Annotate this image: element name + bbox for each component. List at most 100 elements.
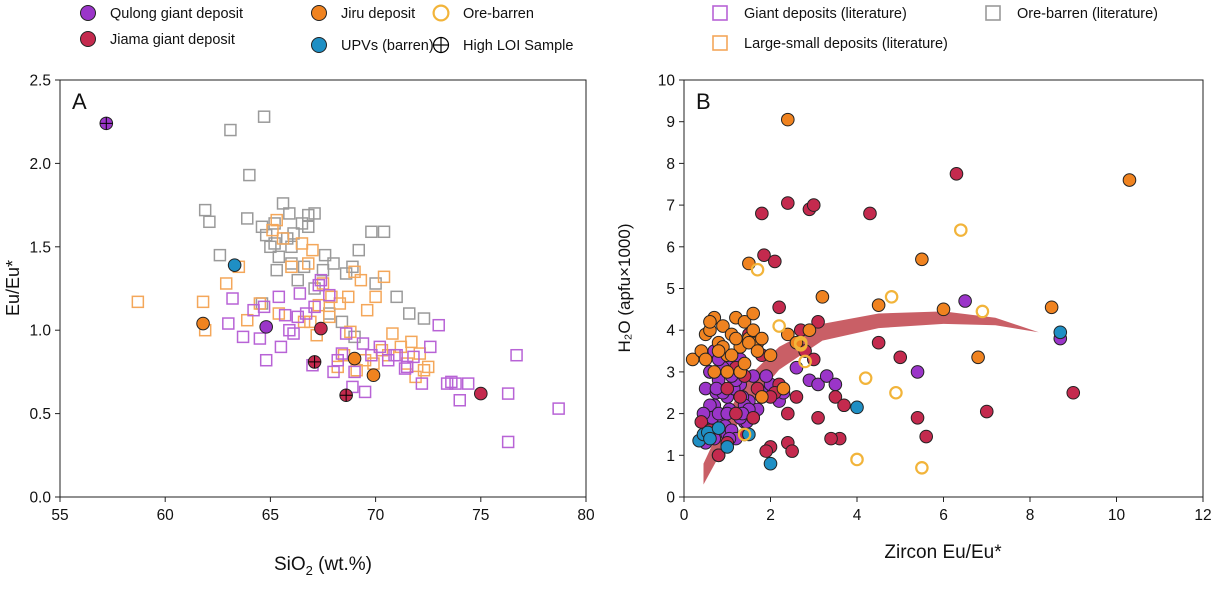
- data-point-jiru-deposit: [711, 344, 726, 358]
- data-point-large-small-deposits-literature: [405, 335, 418, 349]
- data-point-ore-barren-literature: [270, 263, 283, 277]
- data-point-giant-deposits-literature: [373, 340, 387, 354]
- data-point-giant-deposits-literature: [407, 350, 420, 364]
- data-point-jiru-deposit: [737, 356, 752, 371]
- data-point-jiama-giant-deposit: [785, 444, 799, 458]
- x-tick-label: 65: [262, 507, 279, 524]
- data-point-large-small-deposits-literature: [323, 310, 336, 324]
- data-point-giant-deposits-literature: [299, 307, 313, 320]
- data-point-upvs-barren: [850, 400, 864, 415]
- data-point-large-small-deposits-literature: [369, 290, 382, 304]
- panel-label: B: [696, 89, 711, 114]
- legend-item-jiama-giant-deposit: Jiama giant deposit: [80, 31, 235, 48]
- data-point-large-small-deposits-literature: [266, 223, 279, 237]
- data-point-jiama-giant-deposit: [755, 206, 769, 221]
- series-giant-deposits-literature: [222, 273, 565, 449]
- legend: Qulong giant deposit Jiama giant deposit J…: [80, 4, 1158, 54]
- data-point-upvs-barren: [720, 440, 735, 454]
- data-point-large-small-deposits-literature: [219, 277, 233, 290]
- data-point-large-small-deposits-literature: [131, 295, 145, 309]
- data-point-jiru-deposit: [1044, 300, 1059, 315]
- data-point-jiru-deposit: [776, 381, 791, 396]
- data-point-giant-deposits-literature: [335, 347, 349, 360]
- legend-jiama-giant-deposit-marker: [80, 31, 96, 47]
- data-point-large-small-deposits-literature: [276, 232, 290, 245]
- data-point-ore-barren-literature: [316, 263, 330, 277]
- data-point-large-small-deposits-literature: [360, 303, 374, 317]
- legend-label: Ore-barren (literature): [1017, 6, 1158, 22]
- data-point-giant-deposits-literature: [259, 353, 273, 367]
- data-point-jiama-giant-deposit: [781, 196, 795, 210]
- data-point-large-small-deposits-literature: [312, 298, 326, 312]
- data-point-jiru-deposit: [755, 331, 769, 346]
- y-tick-label: 1: [666, 448, 675, 465]
- data-point-large-small-deposits-literature: [302, 257, 315, 270]
- legend-qulong-giant-deposit-marker: [80, 5, 96, 21]
- data-point-jiru-deposit: [781, 327, 795, 342]
- data-point-jiru-deposit: [716, 319, 730, 333]
- data-point-ore-barren-literature: [302, 220, 315, 234]
- legend-ore-barren-marker: [432, 4, 450, 22]
- x-tick-label: 10: [1108, 507, 1126, 524]
- y-tick-label: 7: [666, 198, 675, 215]
- data-point-jiama-giant-deposit: [919, 429, 934, 444]
- legend-label: Large-small deposits (literature): [744, 36, 948, 52]
- data-point-ore-barren: [750, 262, 765, 277]
- series-jiama-giant-deposit: [694, 167, 1081, 463]
- data-point-jiru-deposit: [724, 348, 739, 363]
- data-point-giant-deposits-literature: [365, 348, 378, 362]
- data-point-jiru-deposit: [936, 302, 951, 317]
- data-point-ore-barren-literature: [308, 207, 321, 220]
- data-point-giant-deposits-literature: [510, 348, 523, 362]
- data-point-jiru-deposit: [971, 350, 985, 365]
- data-point-large-small-deposits-literature: [272, 307, 286, 320]
- data-point-giant-deposits-literature: [226, 292, 239, 305]
- data-point-jiama-giant-deposit: [837, 398, 851, 413]
- data-point-large-small-deposits-literature: [409, 370, 422, 384]
- data-point-ore-barren-literature: [339, 267, 353, 280]
- data-point-large-small-deposits-literature: [253, 297, 267, 310]
- data-point-ore-barren: [793, 335, 808, 350]
- data-point-jiama-giant-deposit: [314, 321, 328, 336]
- data-point-jiru-deposit: [1122, 173, 1137, 187]
- data-point-ore-barren-literature: [243, 168, 256, 182]
- data-point-giant-deposits-literature: [388, 348, 401, 362]
- data-point-giant-deposits-literature: [236, 330, 250, 344]
- data-point-jiama-giant-deposit: [828, 390, 843, 404]
- data-point-large-small-deposits-literature: [377, 270, 391, 284]
- x-tick-label: 80: [577, 507, 595, 524]
- data-point-jiama-giant-deposit: [474, 386, 488, 401]
- data-point-giant-deposits-literature: [415, 377, 429, 390]
- x-axis-title-main: SiO: [274, 554, 306, 575]
- data-point-jiru-deposit: [815, 290, 830, 304]
- data-point-giant-deposits-literature: [327, 365, 340, 379]
- data-point-giant-deposits-literature: [440, 377, 454, 390]
- data-point-giant-deposits-literature: [358, 385, 372, 399]
- data-point-ore-barren-literature: [268, 217, 281, 230]
- data-point-ore-barren-literature: [377, 225, 391, 239]
- data-point-jiama-giant-deposit: [781, 406, 795, 421]
- data-point-ore-barren-literature: [272, 250, 286, 264]
- data-point-ore-barren-literature: [213, 248, 227, 262]
- x-tick-label: 8: [1026, 507, 1035, 524]
- data-point-large-small-deposits-literature: [354, 273, 368, 287]
- data-point-large-small-deposits-literature: [413, 347, 427, 360]
- data-point-upvs-barren: [711, 421, 726, 435]
- data-point-giant-deposits-literature: [552, 402, 565, 415]
- x-tick-label: 0: [680, 507, 689, 524]
- data-point-giant-deposits-literature: [424, 340, 437, 354]
- legend-giant-deposits-literature-marker: [712, 5, 728, 21]
- x-tick-label: 4: [853, 507, 862, 524]
- data-point-giant-deposits-literature: [346, 380, 359, 394]
- data-point-giant-deposits-literature: [272, 290, 286, 304]
- data-point-jiru-deposit: [755, 390, 769, 404]
- data-point-large-small-deposits-literature: [241, 313, 254, 327]
- data-point-jiama-giant-deposit: [806, 198, 821, 212]
- data-point-jiama-giant-deposit: [811, 410, 825, 425]
- data-point-ore-barren: [850, 452, 864, 467]
- data-point-jiama-giant-deposit: [1066, 385, 1081, 400]
- data-point-qulong-giant-deposit: [958, 294, 972, 308]
- data-point-jiama-giant-deposit: [811, 315, 825, 329]
- x-tick-label: 55: [51, 507, 68, 524]
